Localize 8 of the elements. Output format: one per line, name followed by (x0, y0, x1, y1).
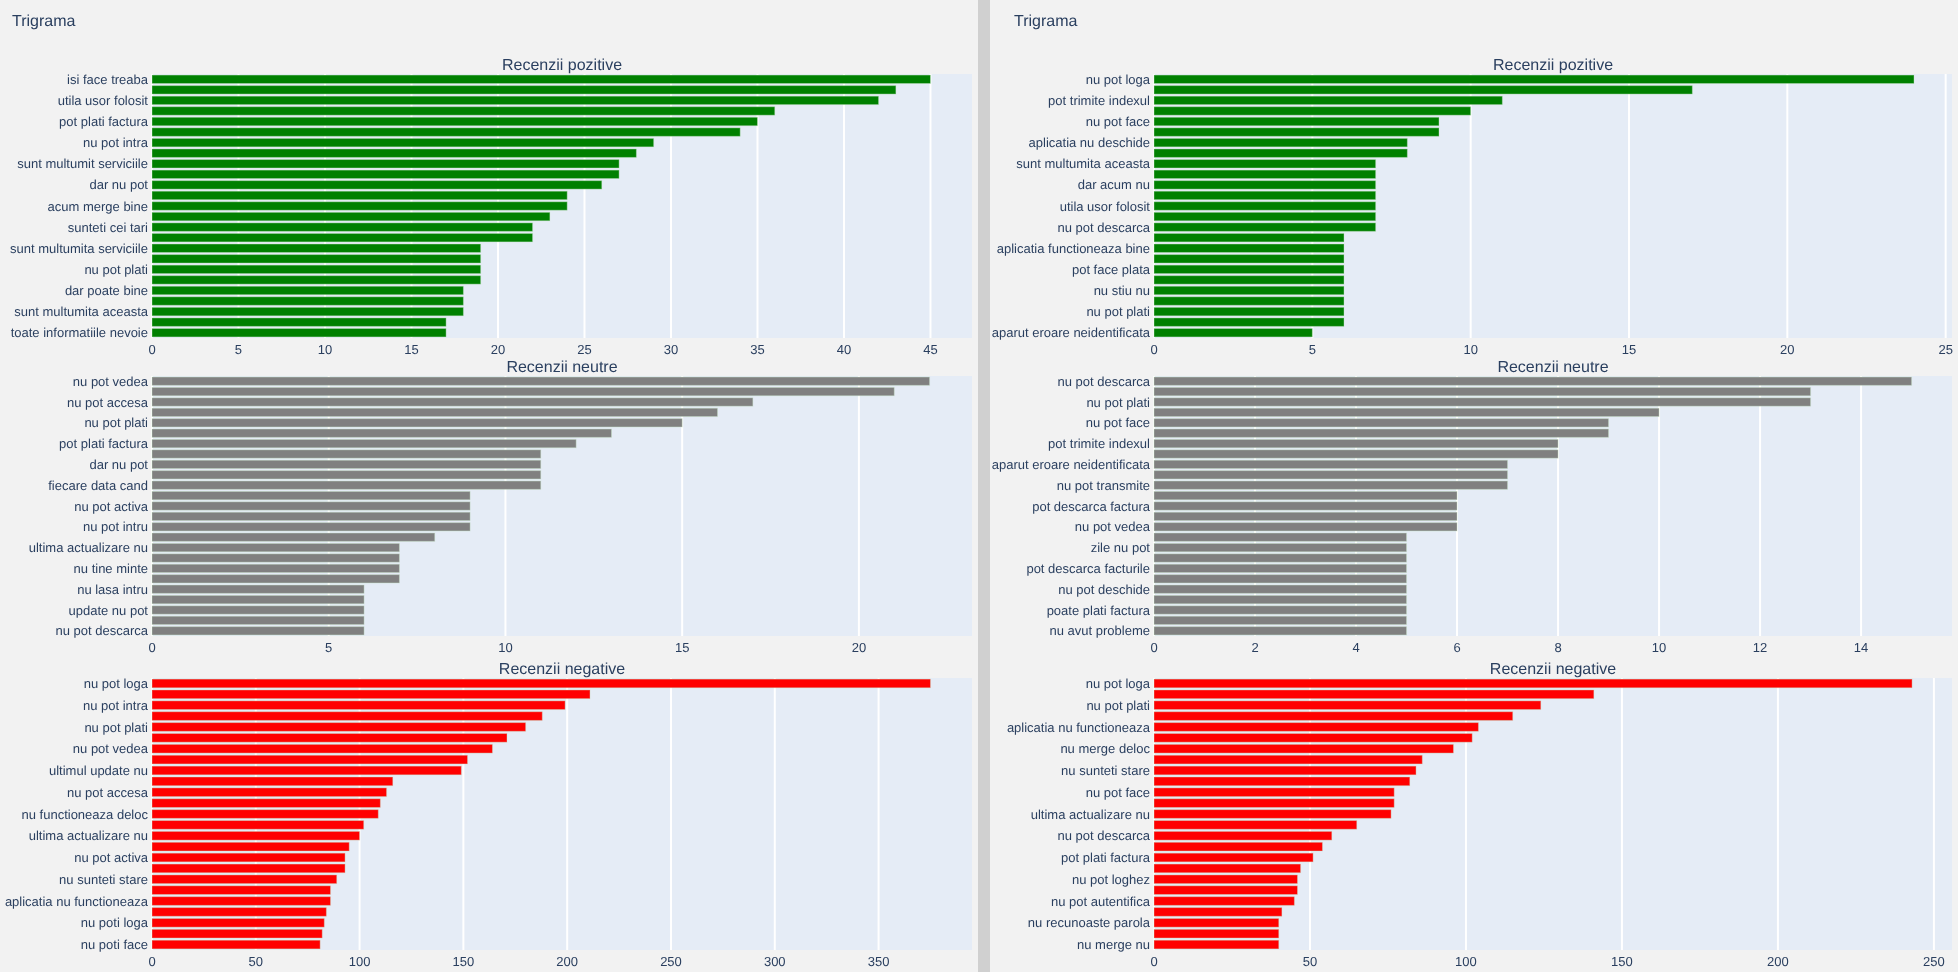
chart-subtitle: Recenzii pozitive (1492, 56, 1615, 74)
chart-title: Trigrama (12, 12, 77, 30)
chart-subtitle: Recenzii pozitive (501, 56, 624, 74)
chart-title: Recenzii neutre (1497, 358, 1610, 376)
chart-title: Recenzii neutre (506, 358, 619, 376)
chart-title: Recenzii negative (498, 660, 627, 678)
chart-title: Recenzii negative (1489, 660, 1618, 678)
chart-title: Trigrama (1014, 12, 1079, 30)
